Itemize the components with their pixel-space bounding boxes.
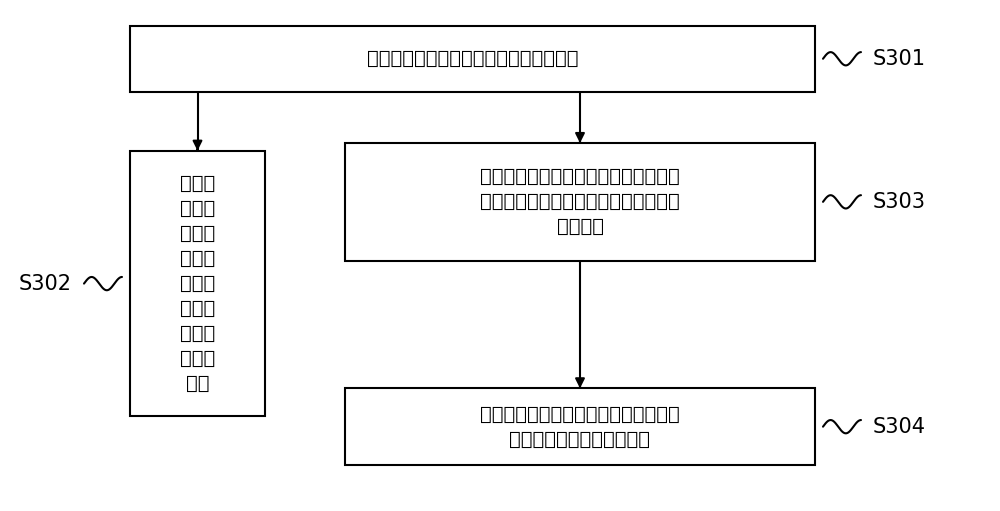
Text: 将方波信号展宽到设定的时间宽度以驱
动自触发开关的开启与关闭: 将方波信号展宽到设定的时间宽度以驱 动自触发开关的开启与关闭: [480, 405, 680, 449]
Text: S302: S302: [19, 273, 72, 294]
Text: S301: S301: [873, 49, 926, 69]
Text: S303: S303: [873, 192, 926, 212]
Text: 第一子
信号经
过设定
的延时
时间来
进行延
时传输
并进行
合成: 第一子 信号经 过设定 的延时 时间来 进行延 时传输 并进行 合成: [180, 174, 215, 393]
Bar: [130, 26, 815, 92]
Text: 将放大信号分为第一子信号与第二子信号: 将放大信号分为第一子信号与第二子信号: [367, 49, 578, 68]
Bar: [130, 151, 265, 416]
Bar: [345, 143, 815, 261]
Text: S304: S304: [873, 416, 926, 437]
Bar: [345, 388, 815, 465]
Text: 第二子信号与参考电平进行比较实现信
号的自动检测，并将第二子信号转变为
方波信号: 第二子信号与参考电平进行比较实现信 号的自动检测，并将第二子信号转变为 方波信号: [480, 167, 680, 237]
